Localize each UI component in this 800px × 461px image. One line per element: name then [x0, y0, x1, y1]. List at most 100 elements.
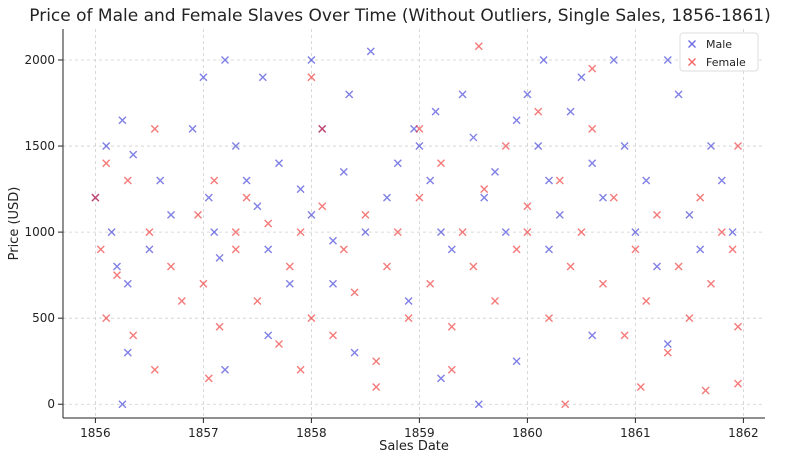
data-point-male [491, 167, 499, 176]
data-point-female [717, 228, 726, 237]
data-point-female [215, 322, 224, 331]
data-point-male [588, 331, 597, 340]
data-point-female [588, 64, 597, 73]
data-point-female [636, 383, 645, 392]
data-point-female [102, 314, 111, 323]
data-point-male [539, 55, 548, 64]
data-point-female [588, 124, 597, 133]
data-point-male [123, 279, 132, 288]
x-axis-label: Sales Date [379, 439, 449, 454]
data-point-male [599, 193, 607, 202]
data-point-male [307, 210, 316, 219]
data-point-female [474, 42, 483, 51]
data-point-female [194, 210, 202, 219]
data-point-female [296, 365, 305, 374]
data-point-female [393, 228, 402, 237]
data-point-female [501, 142, 510, 151]
data-point-female [653, 210, 661, 219]
data-point-male [534, 142, 543, 151]
y-tick-label: 2000 [24, 53, 55, 67]
data-point-male [156, 176, 165, 185]
data-point-female [383, 262, 391, 271]
data-point-male [345, 90, 354, 99]
x-tick-label: 1860 [512, 426, 543, 440]
data-point-female [177, 296, 186, 305]
data-point-male [555, 210, 564, 219]
data-point-male [383, 193, 391, 202]
data-point-female [102, 159, 111, 168]
data-point-female [685, 314, 694, 323]
data-point-female [199, 279, 208, 288]
x-tick-label: 1862 [728, 426, 759, 440]
data-point-female [577, 228, 586, 237]
data-point-male [415, 142, 424, 151]
data-point-male [674, 90, 683, 99]
legend-box [679, 32, 759, 72]
data-point-female [707, 279, 715, 288]
data-point-male [642, 176, 651, 185]
data-point-female [609, 193, 618, 202]
data-point-female [701, 386, 710, 395]
data-point-male [264, 245, 273, 254]
data-point-female [734, 322, 742, 331]
data-point-male [523, 90, 532, 99]
data-point-male [545, 245, 553, 254]
data-point-female [318, 202, 327, 211]
data-point-female [458, 228, 467, 237]
data-point-male [366, 47, 375, 56]
data-point-female [620, 331, 629, 340]
data-point-female [242, 193, 251, 202]
data-point-male [285, 279, 294, 288]
data-point-male [458, 90, 467, 99]
data-point-male [204, 193, 213, 202]
data-point-female [512, 245, 521, 254]
data-point-female [599, 279, 607, 288]
data-point-male [350, 348, 359, 357]
gridlines [63, 29, 765, 418]
x-tick-label: 1859 [404, 426, 435, 440]
data-point-female [96, 245, 105, 254]
data-point-male [685, 210, 694, 219]
data-point-male [663, 55, 672, 64]
data-point-female [480, 185, 489, 194]
y-axis-label: Price (USD) [7, 187, 22, 261]
data-point-male [107, 228, 116, 237]
data-point-female [329, 331, 337, 340]
data-point-female [734, 379, 742, 388]
data-point-female [253, 296, 262, 305]
data-point-female [523, 202, 532, 211]
data-point-female [167, 262, 175, 271]
data-point-male [307, 55, 316, 64]
data-point-male [253, 202, 262, 211]
data-point-female [534, 107, 543, 116]
data-point-male [199, 73, 208, 82]
data-point-female [296, 228, 305, 237]
chart-title: Price of Male and Female Slaves Over Tim… [29, 6, 770, 26]
data-point-female [426, 279, 435, 288]
data-point-male [437, 228, 445, 237]
data-point-male [437, 374, 445, 383]
data-point-female [523, 228, 532, 237]
data-point-male [123, 348, 132, 357]
data-point-female [447, 322, 456, 331]
data-point-female [275, 339, 283, 348]
y-tick-label: 500 [32, 311, 55, 325]
x-tick-label: 1861 [620, 426, 651, 440]
axes [62, 29, 765, 419]
data-point-female [91, 193, 100, 202]
data-point-female [561, 400, 570, 409]
series-female [91, 42, 742, 409]
data-point-male [588, 159, 597, 168]
legend-label-female: Female [706, 56, 746, 69]
legend-marker-female [688, 58, 696, 66]
data-point-male [118, 400, 127, 409]
series-male [91, 47, 737, 409]
data-point-female [264, 219, 273, 228]
data-point-male [113, 262, 121, 271]
data-point-female [113, 271, 121, 280]
data-point-male [102, 142, 111, 151]
data-point-male [474, 400, 483, 409]
data-point-female [734, 142, 742, 151]
data-point-female [674, 262, 683, 271]
data-point-female [231, 245, 240, 254]
